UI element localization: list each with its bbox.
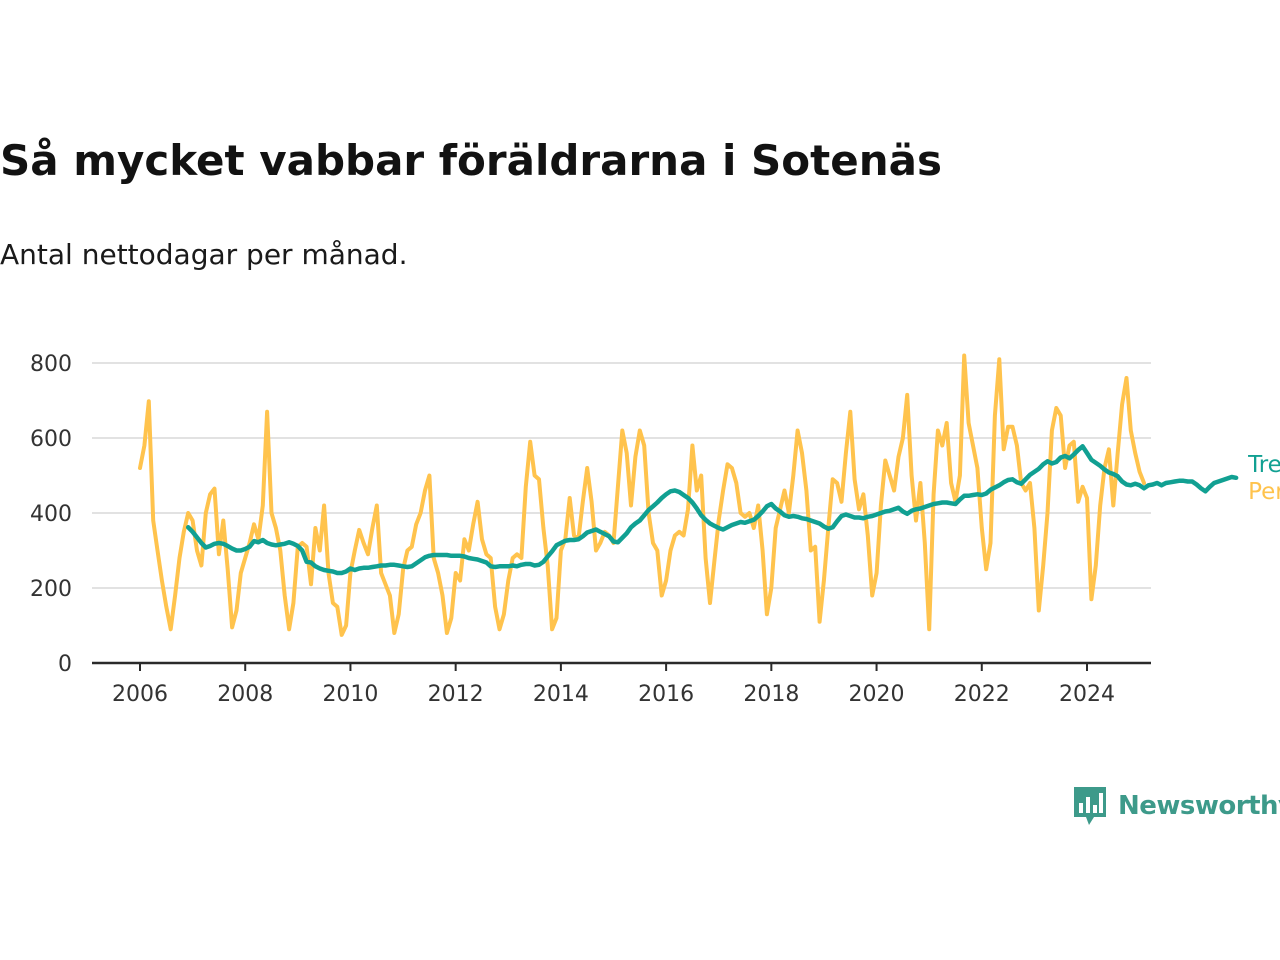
x-tick-label: 2012	[428, 682, 484, 707]
brand-name: Newsworthy	[1118, 791, 1280, 821]
x-tick-label: 2024	[1059, 682, 1115, 707]
series-line-trend	[185, 444, 1239, 576]
x-tick-label: 2014	[533, 682, 589, 707]
x-tick-label: 2010	[322, 682, 378, 707]
legend-labels: TrendPer månad	[1247, 452, 1280, 505]
y-tick-label: 400	[30, 502, 72, 527]
x-tick-label: 2006	[112, 682, 168, 707]
legend-label-monthly: Per månad	[1248, 477, 1280, 505]
y-axis-tick-labels: 0 200 400 600 800	[30, 352, 72, 677]
x-axis-ticks: 2006 2008 2010 2012 2014 2016 2018 2020 2022 2024	[112, 663, 1115, 707]
brand-logo: Newsworthy	[1072, 785, 1280, 827]
y-tick-label: 200	[30, 577, 72, 602]
y-tick-label: 600	[30, 427, 72, 452]
x-tick-label: 2016	[638, 682, 694, 707]
series-lines	[138, 353, 1239, 637]
chart-title: Så mycket vabbar föräldrarna i Sotenäs	[0, 136, 942, 185]
x-tick-label: 2020	[849, 682, 905, 707]
y-tick-label: 800	[30, 352, 72, 377]
x-tick-label: 2018	[743, 682, 799, 707]
chart-subtitle: Antal nettodagar per månad.	[0, 238, 408, 271]
bar-chart-speech-bubble-icon	[1074, 787, 1106, 825]
x-tick-label: 2008	[217, 682, 273, 707]
y-tick-label: 0	[58, 652, 72, 677]
legend-label-trend: Trend	[1247, 452, 1280, 478]
x-tick-label: 2022	[954, 682, 1010, 707]
series-line-monthly	[138, 353, 1146, 637]
